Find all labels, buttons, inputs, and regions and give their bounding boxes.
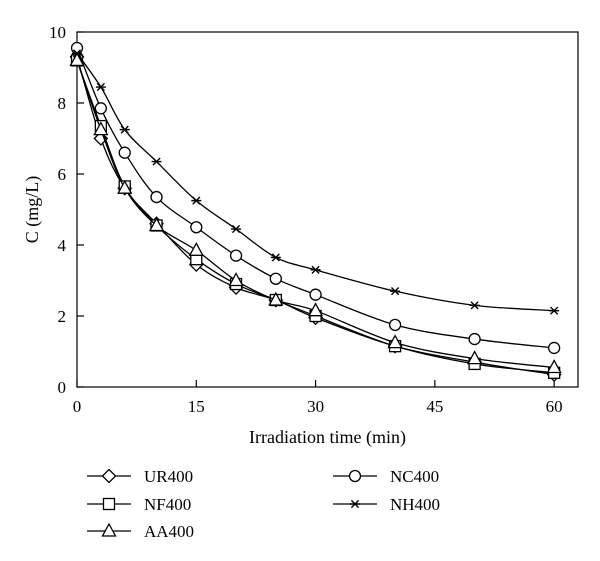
series-line xyxy=(76,60,555,374)
series-ur400 xyxy=(69,49,562,382)
x-axis-title: Irradiation time (min) xyxy=(249,427,406,448)
series-nh400 xyxy=(72,49,560,315)
x-tick-label: 45 xyxy=(426,397,443,416)
series-aa400 xyxy=(69,52,562,374)
y-tick-label: 2 xyxy=(58,307,67,326)
star-marker xyxy=(270,253,281,262)
triangle-marker xyxy=(268,291,284,306)
circle-marker xyxy=(348,469,362,483)
circle-marker xyxy=(70,41,84,55)
y-axis-title: C (mg/L) xyxy=(22,176,43,244)
legend-label: NH400 xyxy=(390,495,440,514)
series-group xyxy=(69,41,562,382)
star-marker xyxy=(231,224,242,234)
axes: 0 15 30 45 60 0 2 4 6 8 10 Irradiation time (min) C … xyxy=(22,23,579,448)
circle-marker xyxy=(190,221,203,234)
circle-marker xyxy=(150,190,163,204)
series-nf400 xyxy=(70,54,561,379)
series-nc400 xyxy=(70,41,561,355)
circle-marker xyxy=(547,341,561,355)
triangle-marker xyxy=(546,359,562,374)
legend-label: NF400 xyxy=(144,495,191,514)
triangle-marker xyxy=(148,217,165,232)
legend-label: UR400 xyxy=(144,467,193,486)
circle-marker xyxy=(229,249,243,262)
star-marker xyxy=(549,306,560,315)
y-tick-label: 10 xyxy=(49,23,66,42)
series-line xyxy=(76,52,555,312)
star-marker xyxy=(350,499,360,509)
star-marker xyxy=(72,49,82,58)
triangle-marker xyxy=(228,272,244,287)
circle-marker xyxy=(388,318,402,332)
triangle-marker xyxy=(93,121,109,136)
triangle-marker xyxy=(101,522,117,537)
legend-item-nf400: NF400 xyxy=(87,495,191,514)
y-tick-label: 6 xyxy=(58,165,67,184)
star-marker xyxy=(119,125,130,134)
legend: UR400 NF400 AA400 NC400 NH400 xyxy=(87,467,440,541)
square-marker xyxy=(102,497,116,511)
triangle-marker xyxy=(307,302,324,317)
diamond-marker xyxy=(101,468,117,484)
legend-label: NC400 xyxy=(390,467,439,486)
star-marker xyxy=(469,301,480,310)
triangle-marker xyxy=(188,241,204,256)
x-tick-label: 60 xyxy=(546,397,563,416)
triangle-marker xyxy=(117,179,133,194)
x-tick-label: 15 xyxy=(188,397,205,416)
y-tick-label: 4 xyxy=(58,236,67,255)
star-marker xyxy=(95,82,106,92)
circle-marker xyxy=(94,102,108,115)
star-marker xyxy=(151,157,162,166)
triangle-marker xyxy=(467,350,483,365)
series-line xyxy=(76,56,555,376)
legend-label: AA400 xyxy=(144,522,194,541)
legend-item-nc400: NC400 xyxy=(333,467,439,486)
y-tick-label: 0 xyxy=(58,378,67,397)
circle-marker xyxy=(269,272,282,285)
x-tick-label: 0 xyxy=(73,397,82,416)
triangle-marker xyxy=(69,52,85,67)
star-marker xyxy=(191,196,202,205)
circle-marker xyxy=(468,332,481,346)
star-marker xyxy=(310,265,321,274)
x-tick-label: 30 xyxy=(307,397,324,416)
legend-item-ur400: UR400 xyxy=(87,467,193,486)
legend-item-aa400: AA400 xyxy=(87,522,194,541)
circle-marker xyxy=(118,146,131,159)
legend-item-nh400: NH400 xyxy=(333,495,440,514)
triangle-marker xyxy=(387,334,403,349)
y-tick-label: 8 xyxy=(58,94,67,113)
circle-marker xyxy=(309,288,322,301)
plot-frame xyxy=(76,31,579,388)
star-marker xyxy=(390,287,401,296)
